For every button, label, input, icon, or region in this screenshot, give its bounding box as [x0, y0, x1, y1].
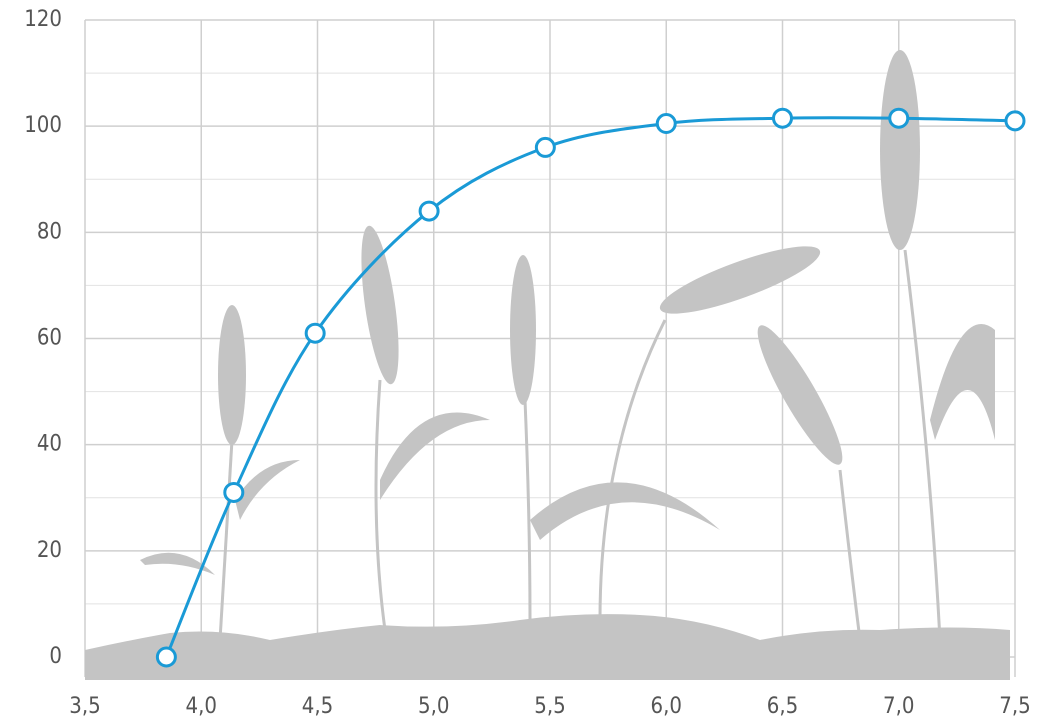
- leaf: [380, 413, 490, 501]
- y-tick-label: 100: [24, 113, 62, 138]
- point: [420, 202, 438, 220]
- stem: [600, 320, 665, 620]
- y-tick-label: 80: [37, 219, 62, 244]
- ear: [654, 234, 826, 326]
- stem: [376, 380, 385, 630]
- point: [225, 483, 243, 501]
- leaf: [530, 482, 720, 540]
- x-tick-label: 5,5: [534, 694, 565, 719]
- chart: 0 20 40 60 80 100 120 3,5 4,0 4,5 5,0 5,5 6,0 6,5 7,0 7…: [0, 0, 1039, 727]
- stem: [840, 470, 860, 640]
- x-tick-label: 4,5: [302, 694, 333, 719]
- point: [157, 648, 175, 666]
- y-tick-label: 20: [37, 538, 62, 563]
- ear: [510, 255, 536, 405]
- stem: [220, 440, 232, 640]
- ear: [880, 50, 920, 250]
- y-tick-label: 40: [37, 432, 62, 457]
- x-tick-label: 6,5: [767, 694, 798, 719]
- point: [774, 109, 792, 127]
- point: [536, 138, 554, 156]
- ear: [746, 318, 854, 473]
- y-tick-label: 60: [37, 326, 62, 351]
- y-tick-label: 0: [49, 644, 62, 669]
- point: [1006, 112, 1024, 130]
- point: [890, 109, 908, 127]
- point: [657, 115, 675, 133]
- x-tick-label: 5,0: [418, 694, 449, 719]
- ear: [354, 224, 406, 387]
- point: [306, 324, 324, 342]
- x-tick-label: 3,5: [69, 694, 100, 719]
- y-tick-label: 120: [24, 7, 62, 32]
- ear: [218, 305, 246, 445]
- x-tick-label: 6,0: [651, 694, 682, 719]
- page: 0 20 40 60 80 100 120 3,5 4,0 4,5 5,0 5,5 6,0 6,5 7,0 7…: [0, 0, 1039, 727]
- x-tick-label: 7,5: [999, 694, 1030, 719]
- x-tick-label: 7,0: [883, 694, 914, 719]
- leaf: [930, 324, 995, 440]
- ground: [85, 614, 1010, 680]
- stem: [525, 400, 530, 620]
- x-tick-label: 4,0: [186, 694, 217, 719]
